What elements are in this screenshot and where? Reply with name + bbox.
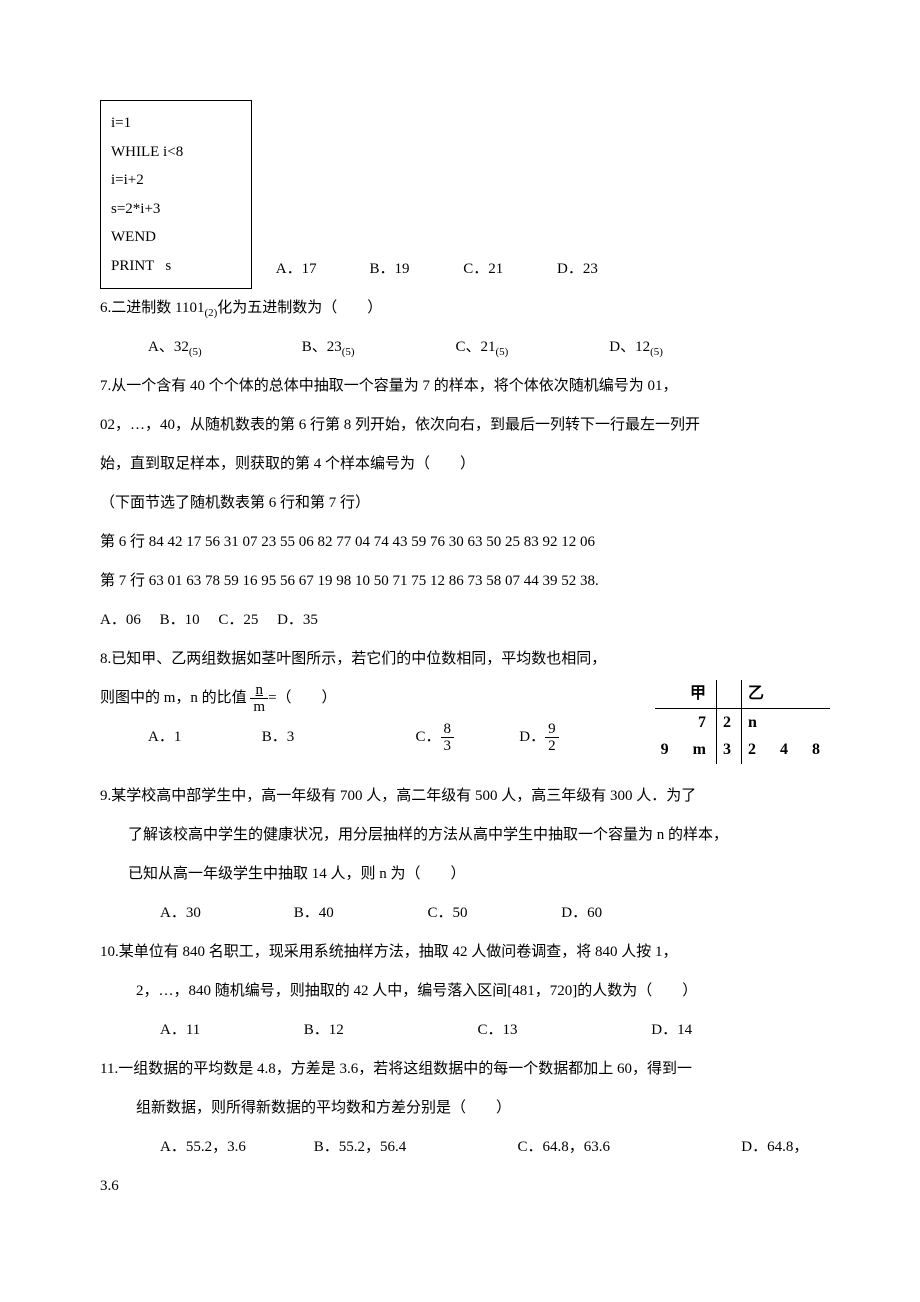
q5-options: A．17 B．19 C．21 D．23 xyxy=(276,250,647,289)
q10-line: 10.某单位有 840 名职工，现采用系统抽样方法，抽取 42 人做问卷调查，将… xyxy=(100,933,820,972)
exam-page: i=1 WHILE i<8 i=i+2 s=2*i+3 WEND PRINT s… xyxy=(0,0,920,1266)
fraction: 83 xyxy=(441,721,455,755)
fraction: 92 xyxy=(545,721,559,755)
option-d: D．92 xyxy=(519,718,619,757)
q7-table-row7: 第 7 行 63 01 63 78 59 16 95 56 67 19 98 1… xyxy=(100,562,820,601)
option-c: C．50 xyxy=(428,894,558,933)
q8-line1: 8.已知甲、乙两组数据如茎叶图所示，若它们的中位数相同，平均数也相同， xyxy=(100,640,820,679)
q6-text: 化为五进制数为（ ） xyxy=(217,300,382,316)
q11-line: 组新数据，则所得新数据的平均数和方差分别是（ ） xyxy=(100,1089,820,1128)
option-d: D．14 xyxy=(651,1011,781,1050)
q7-options: A．06 B．10 C．25 D．35 xyxy=(100,601,820,640)
q9-line: 9.某学校高中部学生中，高一年级有 700 人，高二年级有 500 人，高三年级… xyxy=(100,777,820,816)
stemleaf-stem-header xyxy=(716,680,741,708)
option-c: C．13 xyxy=(478,1011,648,1050)
option-a: A．17 xyxy=(276,250,366,289)
option-b: B．12 xyxy=(304,1011,474,1050)
q7-line: 始，直到取足样本，则获取的第 4 个样本编号为（ ） xyxy=(100,445,820,484)
q10-line: 2，…，840 随机编号，则抽取的 42 人中，编号落入区间[481，720]的… xyxy=(100,972,820,1011)
option-d: D．60 xyxy=(561,894,691,933)
q7-line: 7.从一个含有 40 个个体的总体中抽取一个容量为 7 的样本，将个体依次随机编… xyxy=(100,367,820,406)
option-d: D．23 xyxy=(557,250,647,289)
q8: 8.已知甲、乙两组数据如茎叶图所示，若它们的中位数相同，平均数也相同， 则图中的… xyxy=(100,640,820,757)
option-d: D、12(5) xyxy=(609,328,759,367)
stemleaf-stem: 2 xyxy=(716,708,741,736)
code-line: PRINT s xyxy=(111,252,241,281)
q9-options: A．30 B．40 C．50 D．60 xyxy=(100,894,820,933)
stemleaf-cell: 7 xyxy=(655,708,717,736)
q7-line: 02，…，40，从随机数表的第 6 行第 8 列开始，依次向右，到最后一列转下一… xyxy=(100,406,820,445)
option-c: C、21(5) xyxy=(456,328,606,367)
q10-options: A．11 B．12 C．13 D．14 xyxy=(100,1011,820,1050)
option-d: D．64.8， xyxy=(741,1128,808,1167)
stemleaf-header-left: 甲 xyxy=(655,680,717,708)
option-b: B．19 xyxy=(370,250,460,289)
q7-table-row6: 第 6 行 84 42 17 56 31 07 23 55 06 82 77 0… xyxy=(100,523,820,562)
subscript: (2) xyxy=(204,307,217,319)
code-line: i=1 xyxy=(111,109,241,138)
code-line: WEND xyxy=(111,223,241,252)
stemleaf-cell: 2 4 8 xyxy=(741,736,830,764)
option-c: C．64.8，63.6 xyxy=(518,1128,738,1167)
stem-leaf-plot: 甲 乙 7 2 n 9 m 3 2 4 8 xyxy=(655,680,830,764)
option-b: B．55.2，56.4 xyxy=(314,1128,514,1167)
option-a: A、32(5) xyxy=(148,328,298,367)
code-line: WHILE i<8 xyxy=(111,138,241,167)
stemleaf-header-right: 乙 xyxy=(741,680,830,708)
option-b: B．40 xyxy=(294,894,424,933)
q9-line: 了解该校高中学生的健康状况，用分层抽样的方法从高中学生中抽取一个容量为 n 的样… xyxy=(100,816,820,855)
q5-code-box: i=1 WHILE i<8 i=i+2 s=2*i+3 WEND PRINT s xyxy=(100,100,252,289)
code-line: i=i+2 xyxy=(111,166,241,195)
option-a: A．30 xyxy=(160,894,290,933)
fraction-n-over-m: n m xyxy=(250,682,268,716)
q6-options: A、32(5) B、23(5) C、21(5) D、12(5) xyxy=(100,328,820,367)
q11-tail: 3.6 xyxy=(100,1167,820,1206)
stemleaf-cell: n xyxy=(741,708,830,736)
q6-stem: 6.二进制数 1101(2)化为五进制数为（ ） xyxy=(100,289,820,328)
q11-line: 11.一组数据的平均数是 4.8，方差是 3.6，若将这组数据中的每一个数据都加… xyxy=(100,1050,820,1089)
q5: i=1 WHILE i<8 i=i+2 s=2*i+3 WEND PRINT s… xyxy=(100,100,820,289)
option-a: A．55.2，3.6 xyxy=(160,1128,310,1167)
q9-line: 已知从高一年级学生中抽取 14 人，则 n 为（ ） xyxy=(100,855,820,894)
option-c: C．21 xyxy=(463,250,553,289)
option-b: B．3 xyxy=(262,718,412,757)
stemleaf-stem: 3 xyxy=(716,736,741,764)
q7-note: （下面节选了随机数表第 6 行和第 7 行） xyxy=(100,484,820,523)
stemleaf-cell: 9 m xyxy=(655,736,717,764)
code-line: s=2*i+3 xyxy=(111,195,241,224)
option-c: C．83 xyxy=(416,718,516,757)
option-a: A．11 xyxy=(160,1011,300,1050)
option-b: B、23(5) xyxy=(302,328,452,367)
option-a: A．1 xyxy=(148,718,258,757)
q6-text: 6.二进制数 1101 xyxy=(100,300,204,316)
q11-options: A．55.2，3.6 B．55.2，56.4 C．64.8，63.6 D．64.… xyxy=(100,1128,820,1167)
